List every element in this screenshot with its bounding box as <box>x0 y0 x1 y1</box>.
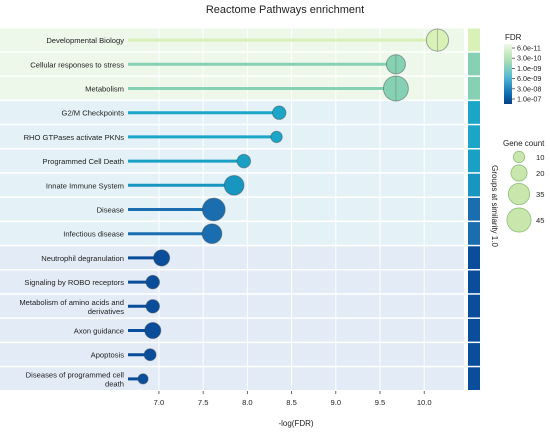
group-color-cell <box>468 125 480 148</box>
group-color-cell <box>468 173 480 197</box>
gene-count-circle <box>506 207 532 233</box>
fdr-tick-label: 6.0e-11 <box>517 44 541 53</box>
pathway-label: Apoptosis <box>91 351 125 360</box>
pathway-label-line: RHO GTPases activate PKNs <box>24 133 125 142</box>
group-color-cell <box>468 28 480 52</box>
lollipop-point <box>270 130 283 144</box>
group-color-cell <box>468 270 480 294</box>
pathway-label: Cellular responses to stress <box>30 60 124 69</box>
row-background <box>0 294 464 318</box>
x-tick-label: 8.5 <box>286 398 297 407</box>
group-axis-label: Groups at similarity 1.0 <box>490 165 499 247</box>
pathway-label-line: Infectious disease <box>63 230 124 239</box>
lollipop-point <box>201 197 226 222</box>
fdr-tick-label: 1.0e-09 <box>517 64 541 73</box>
pathway-label-line: Metabolism of amino acids and <box>19 298 124 307</box>
pathway-label-line: Axon guidance <box>74 327 124 336</box>
pathway-label-line: death <box>105 379 124 388</box>
group-color-cell <box>468 197 480 221</box>
gene-count-legend: Gene count 10 20 35 45 <box>503 139 545 233</box>
pathway-label: Metabolism <box>85 85 124 94</box>
pathway-label: Diseases of programmed cell death <box>26 370 125 388</box>
group-color-cell <box>468 101 480 124</box>
group-color-cell <box>468 76 480 100</box>
x-axis-label: -log(FDR) <box>278 419 313 428</box>
fdr-colorbar <box>504 44 512 104</box>
gene-count-circle <box>510 164 528 182</box>
pathway-label-line: Innate Immune System <box>46 181 124 190</box>
gene-count-label: 20 <box>536 169 544 178</box>
row-background <box>0 318 464 342</box>
gene-count-circle <box>512 150 526 164</box>
x-tick-label: 7.5 <box>198 398 209 407</box>
pathway-label-line: Neutrophil degranulation <box>41 254 124 263</box>
pathway-label: Programmed Cell Death <box>43 157 124 166</box>
pathway-label: Axon guidance <box>74 327 124 336</box>
group-color-cell <box>468 343 480 366</box>
row-background <box>0 270 464 294</box>
fdr-tick-label: 1.0e-07 <box>517 95 541 104</box>
fdr-tick-label: 3.0e-10 <box>517 54 541 63</box>
pathway-label-line: Programmed Cell Death <box>43 157 124 166</box>
x-tick-label: 8.0 <box>242 398 253 407</box>
pathway-label-line: Disease <box>97 206 124 215</box>
lollipop-point <box>144 321 162 340</box>
pathway-label: Developmental Biology <box>46 36 124 45</box>
group-color-cell <box>468 294 480 318</box>
row-background <box>0 367 464 390</box>
lollipop-point <box>143 348 157 362</box>
row-background <box>0 343 464 366</box>
lollipop-point <box>201 223 223 245</box>
pathway-label: Metabolism of amino acids and derivatives <box>19 298 124 316</box>
x-tick-label: 9.0 <box>331 398 342 407</box>
lollipop-point <box>271 105 287 120</box>
lollipop-point <box>223 174 245 196</box>
lollipop-point <box>145 299 160 314</box>
group-color-cell <box>468 318 480 342</box>
pathway-label-line: Developmental Biology <box>46 36 124 45</box>
x-tick-label: 7.0 <box>154 398 165 407</box>
pathway-label: Infectious disease <box>63 230 124 239</box>
fdr-tick-label: 6.0e-09 <box>517 74 541 83</box>
fdr-tick-label: 3.0e-08 <box>517 84 541 93</box>
lollipop-point <box>145 274 160 290</box>
pathway-label: Disease <box>97 206 124 215</box>
group-color-cell <box>468 52 480 76</box>
pathway-label-line: Cellular responses to stress <box>30 60 124 69</box>
x-tick-label: 10.0 <box>417 398 432 407</box>
gene-count-label: 45 <box>536 216 544 225</box>
pathway-label-line: Diseases of programmed cell <box>26 370 125 379</box>
group-color-cell <box>468 246 480 269</box>
fdr-legend-title: FDR <box>505 33 522 42</box>
row-background <box>0 197 464 221</box>
lollipop-point <box>137 373 149 385</box>
row-background <box>0 246 464 269</box>
row-background <box>0 222 464 245</box>
pathway-label: Neutrophil degranulation <box>41 254 124 263</box>
x-tick-label: 9.5 <box>375 398 386 407</box>
gene-count-label: 10 <box>536 153 544 162</box>
pathway-label: RHO GTPases activate PKNs <box>24 133 125 142</box>
pathway-label-line: derivatives <box>88 307 124 316</box>
pathway-label-line: G2/M Checkpoints <box>62 109 125 118</box>
pathway-label: Signaling by ROBO receptors <box>24 278 124 287</box>
gene-count-legend-title: Gene count <box>503 139 545 148</box>
pathway-label-line: Metabolism <box>85 85 124 94</box>
chart-title: Reactome Pathways enrichment <box>206 4 364 16</box>
gene-count-circle <box>507 182 531 206</box>
lollipop-point <box>153 249 171 267</box>
gene-count-label: 35 <box>536 190 544 199</box>
lollipop-point <box>236 153 252 169</box>
group-color-cell <box>468 149 480 173</box>
fdr-legend: FDR 6.0e-113.0e-101.0e-096.0e-093.0e-08 1… <box>504 33 541 104</box>
pathway-label-line: Signaling by ROBO receptors <box>24 278 124 287</box>
group-color-cell <box>468 222 480 245</box>
pathway-label: Innate Immune System <box>46 181 124 190</box>
pathway-label-line: Apoptosis <box>91 351 125 360</box>
group-color-cell <box>468 367 480 390</box>
pathway-label: G2/M Checkpoints <box>62 109 125 118</box>
